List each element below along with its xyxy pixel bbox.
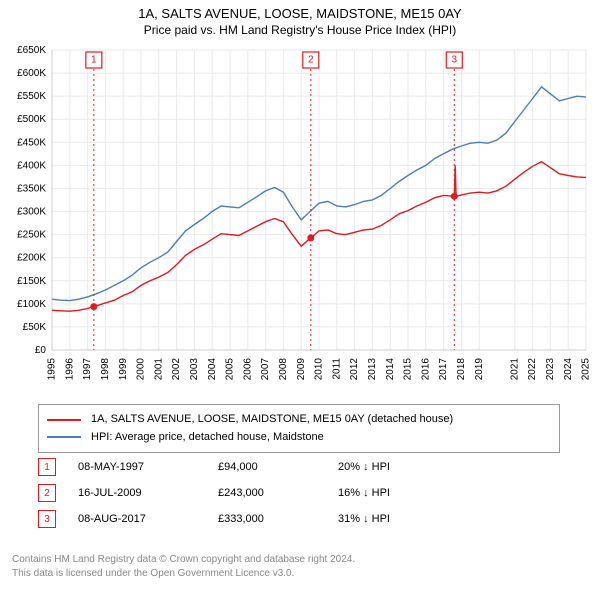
svg-text:1999: 1999 [118,358,129,381]
transaction-delta: 16% ↓ HPI [338,487,488,499]
transaction-row: 2 16-JUL-2009 £243,000 16% ↓ HPI [38,480,488,506]
svg-text:£250K: £250K [17,230,46,241]
svg-text:2018: 2018 [456,358,467,381]
svg-text:2024: 2024 [563,358,574,381]
svg-text:2013: 2013 [367,358,378,381]
chart-title: 1A, SALTS AVENUE, LOOSE, MAIDSTONE, ME15… [0,0,600,23]
transaction-badge: 3 [38,510,56,528]
svg-text:£450K: £450K [17,137,46,148]
svg-text:1996: 1996 [64,358,75,381]
svg-text:£300K: £300K [17,207,46,218]
svg-text:£650K: £650K [17,45,46,56]
marker-dot-1 [90,303,97,310]
svg-text:1997: 1997 [82,358,93,381]
svg-text:2002: 2002 [171,358,182,381]
transaction-badge: 2 [38,484,56,502]
chart-plot-area: £0 £50K £100K £150K £200K £250K £300K £350K £400… [8,44,592,398]
svg-text:£400K: £400K [17,160,46,171]
svg-text:1998: 1998 [100,358,111,381]
legend-label-property: 1A, SALTS AVENUE, LOOSE, MAIDSTONE, ME15… [91,411,453,429]
svg-text:2010: 2010 [314,358,325,381]
transaction-price: £243,000 [218,487,338,499]
transaction-price: £94,000 [218,461,338,473]
transaction-price: £333,000 [218,513,338,525]
marker-number-3: 3 [451,55,457,66]
legend-swatch-blue [47,436,81,438]
svg-text:2000: 2000 [136,358,147,381]
svg-text:2015: 2015 [403,358,414,381]
marker-dot-2 [307,234,314,241]
svg-text:£50K: £50K [23,322,47,333]
svg-text:£600K: £600K [17,68,46,79]
transaction-date: 08-MAY-1997 [78,461,218,473]
svg-text:£500K: £500K [17,114,46,125]
transactions-table: 1 08-MAY-1997 £94,000 20% ↓ HPI 2 16-JUL… [38,454,488,532]
legend-item-hpi: HPI: Average price, detached house, Maid… [47,429,551,447]
svg-text:2009: 2009 [296,358,307,381]
svg-text:2017: 2017 [438,358,449,381]
transaction-row: 1 08-MAY-1997 £94,000 20% ↓ HPI [38,454,488,480]
footer-line1: Contains HM Land Registry data © Crown c… [12,553,355,567]
svg-text:2022: 2022 [527,358,538,381]
svg-text:£200K: £200K [17,253,46,264]
transaction-row: 3 08-AUG-2017 £333,000 31% ↓ HPI [38,506,488,532]
svg-text:2003: 2003 [189,358,200,381]
footer-line2: This data is licensed under the Open Gov… [12,567,355,581]
legend-swatch-red [47,419,81,421]
svg-text:2016: 2016 [420,358,431,381]
svg-text:2005: 2005 [225,358,236,381]
svg-text:2012: 2012 [349,358,360,381]
svg-text:2007: 2007 [260,358,271,381]
svg-text:£150K: £150K [17,276,46,287]
attribution-footer: Contains HM Land Registry data © Crown c… [12,553,355,580]
marker-dot-3 [451,193,458,200]
svg-text:2006: 2006 [242,358,253,381]
legend-label-hpi: HPI: Average price, detached house, Maid… [91,429,324,447]
marker-number-2: 2 [308,55,314,66]
transaction-badge: 1 [38,458,56,476]
svg-text:£550K: £550K [17,91,46,102]
chart-subtitle: Price paid vs. HM Land Registry's House … [0,23,600,41]
svg-text:2025: 2025 [581,358,592,381]
svg-text:2011: 2011 [331,358,342,380]
svg-text:£100K: £100K [17,299,46,310]
svg-text:2019: 2019 [474,358,485,381]
chart-svg: £0 £50K £100K £150K £200K £250K £300K £350K £400… [8,44,592,398]
chart-container: { "title": { "line1": "1A, SALTS AVENUE,… [0,0,600,590]
transaction-delta: 31% ↓ HPI [338,513,488,525]
transaction-date: 08-AUG-2017 [78,513,218,525]
svg-text:2008: 2008 [278,358,289,381]
marker-number-1: 1 [91,55,97,66]
svg-text:2014: 2014 [385,358,396,381]
transaction-delta: 20% ↓ HPI [338,461,488,473]
svg-text:2004: 2004 [207,358,218,381]
legend-item-property: 1A, SALTS AVENUE, LOOSE, MAIDSTONE, ME15… [47,411,551,429]
svg-text:2001: 2001 [153,358,164,381]
svg-text:2021: 2021 [509,358,520,381]
svg-text:2023: 2023 [545,358,556,381]
svg-text:1995: 1995 [47,358,58,381]
transaction-date: 16-JUL-2009 [78,487,218,499]
legend: 1A, SALTS AVENUE, LOOSE, MAIDSTONE, ME15… [38,404,560,453]
svg-text:£350K: £350K [17,183,46,194]
svg-text:£0: £0 [35,345,47,356]
